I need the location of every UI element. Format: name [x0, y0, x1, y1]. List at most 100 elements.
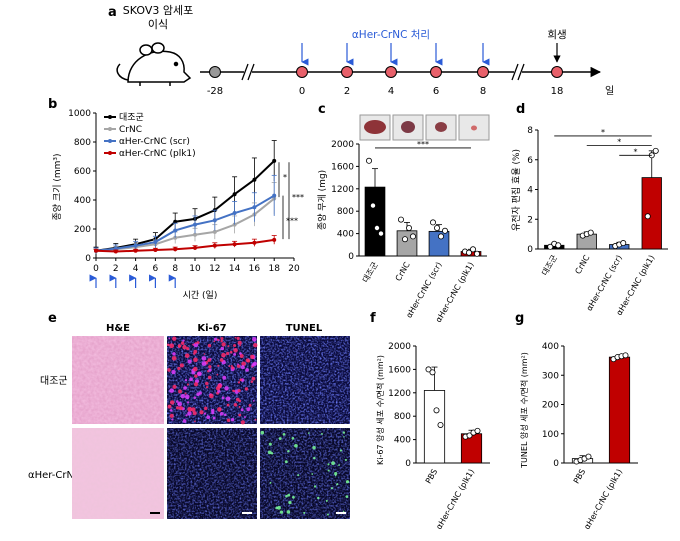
ki67-positive-cell	[252, 361, 258, 366]
ki67-positive-cell	[191, 407, 196, 412]
b-series-point	[153, 248, 158, 253]
ki67-positive-cell	[233, 344, 237, 347]
ki67-positive-cell	[180, 341, 185, 345]
f-ytick-label: 1600	[388, 365, 411, 375]
ki67-positive-cell	[227, 345, 230, 348]
b-series-point	[193, 222, 197, 227]
ki67-positive-cell	[221, 396, 225, 400]
b-xtick-label: 6	[153, 264, 159, 274]
ki67-positive-cell	[216, 338, 219, 341]
tunel-positive-cell	[317, 496, 320, 500]
ki67-positive-cell	[220, 336, 224, 341]
tunel-positive-cell	[286, 510, 291, 514]
c-data-point	[437, 233, 444, 240]
tunel-positive-cell	[297, 474, 300, 477]
timeline-dot-implant	[209, 66, 221, 78]
ki67-positive-cell	[213, 340, 216, 343]
tunel-positive-cell	[331, 461, 335, 466]
tunel-positive-cell	[330, 487, 333, 490]
tunel-positive-cell	[312, 446, 316, 450]
tunel-positive-cell	[294, 443, 298, 448]
ki67-positive-cell	[226, 418, 231, 422]
b-series-point	[113, 249, 118, 254]
ki67-positive-cell	[239, 354, 244, 358]
ki67-positive-cell	[207, 343, 212, 348]
b-series-point	[94, 248, 98, 253]
tunel-positive-cell	[343, 436, 345, 438]
ki67-positive-cell	[208, 365, 212, 369]
b-series-point	[173, 228, 178, 233]
c-ytick-label: 2000	[331, 140, 354, 150]
b-xtick-label: 12	[209, 264, 220, 274]
row-treated: αHer-CrNC	[28, 470, 81, 481]
ki67-positive-cell	[197, 371, 202, 377]
b-ytick-label: 600	[74, 167, 91, 177]
ki67-positive-cell	[171, 418, 174, 421]
ki67-positive-cell	[189, 377, 193, 382]
tunel-positive-cell	[303, 511, 306, 514]
b-legend-marker	[108, 139, 112, 143]
c-category-label: CrNC	[394, 260, 412, 283]
c-data-point	[369, 202, 376, 209]
c-ytick-label: 800	[337, 207, 354, 217]
ki67-positive-cell	[175, 400, 179, 403]
ki67-positive-cell	[205, 381, 209, 386]
ki67-positive-cell	[169, 408, 173, 412]
ki67-positive-cell	[207, 375, 212, 380]
ki67-positive-cell	[167, 368, 171, 372]
ki67-positive-cell	[238, 413, 242, 417]
b-sig-label: ***	[286, 216, 298, 225]
tunel-positive-cell	[313, 456, 316, 460]
tunel-positive-cell	[277, 505, 281, 510]
ki67-positive-cell	[206, 415, 211, 420]
d-data-point	[652, 147, 659, 154]
ki67-positive-cell	[185, 414, 188, 417]
f-ytick-label: 2000	[388, 342, 411, 352]
ki67-positive-cell	[177, 344, 182, 348]
ki67-positive-cell	[178, 406, 183, 411]
ki67-positive-cell	[187, 411, 192, 416]
tunel-positive-cell	[320, 432, 323, 435]
ki67-positive-cell	[237, 388, 241, 393]
ki67-positive-cell	[192, 411, 197, 416]
d-data-point	[547, 243, 554, 250]
ki67-positive-cell	[237, 381, 241, 384]
ki67-positive-cell	[187, 406, 193, 412]
tunel-positive-cell	[327, 469, 330, 472]
b-series-point	[272, 193, 277, 198]
panel-c-label: c	[318, 102, 326, 117]
ki67-positive-cell	[250, 354, 255, 359]
tunel-positive-cell	[267, 450, 272, 455]
tunel-positive-cell	[307, 432, 310, 434]
ki67-positive-cell	[178, 389, 183, 394]
b-xtick-label: 4	[133, 264, 139, 274]
c-data-point	[365, 157, 372, 164]
f-data-point	[425, 366, 432, 373]
ki67-positive-cell	[201, 356, 207, 361]
c-ytick-label: 1600	[331, 162, 354, 172]
cell-label-line2: 이식	[148, 18, 168, 31]
ki67-positive-cell	[193, 352, 196, 355]
tunel-positive-cell	[325, 499, 328, 502]
timeline-dot-treatment	[430, 66, 442, 78]
ki67-positive-cell	[240, 365, 245, 370]
f-ytick-label: 0	[405, 459, 411, 469]
ki67-treated-nuclei	[167, 428, 257, 519]
ki67-positive-cell	[232, 389, 235, 392]
b-xtick-label: 16	[249, 264, 261, 274]
ki67-positive-cell	[172, 352, 176, 356]
b-series-point	[252, 205, 257, 210]
f-data-point	[429, 369, 436, 376]
timeline-dot-sacrifice	[551, 66, 563, 78]
g-category-label: PBS	[572, 468, 587, 486]
ki67-positive-cell	[196, 392, 200, 396]
c-data-point	[397, 216, 404, 223]
tumor-plk1	[471, 125, 477, 131]
ki67-positive-cell	[238, 405, 241, 408]
ki67-positive-cell	[182, 345, 187, 350]
b-series-point	[113, 246, 118, 251]
ki67-positive-cell	[244, 387, 249, 391]
g-ytick-label: 400	[542, 342, 559, 352]
c-data-point	[405, 224, 412, 231]
g-ytick-label: 100	[542, 430, 559, 440]
